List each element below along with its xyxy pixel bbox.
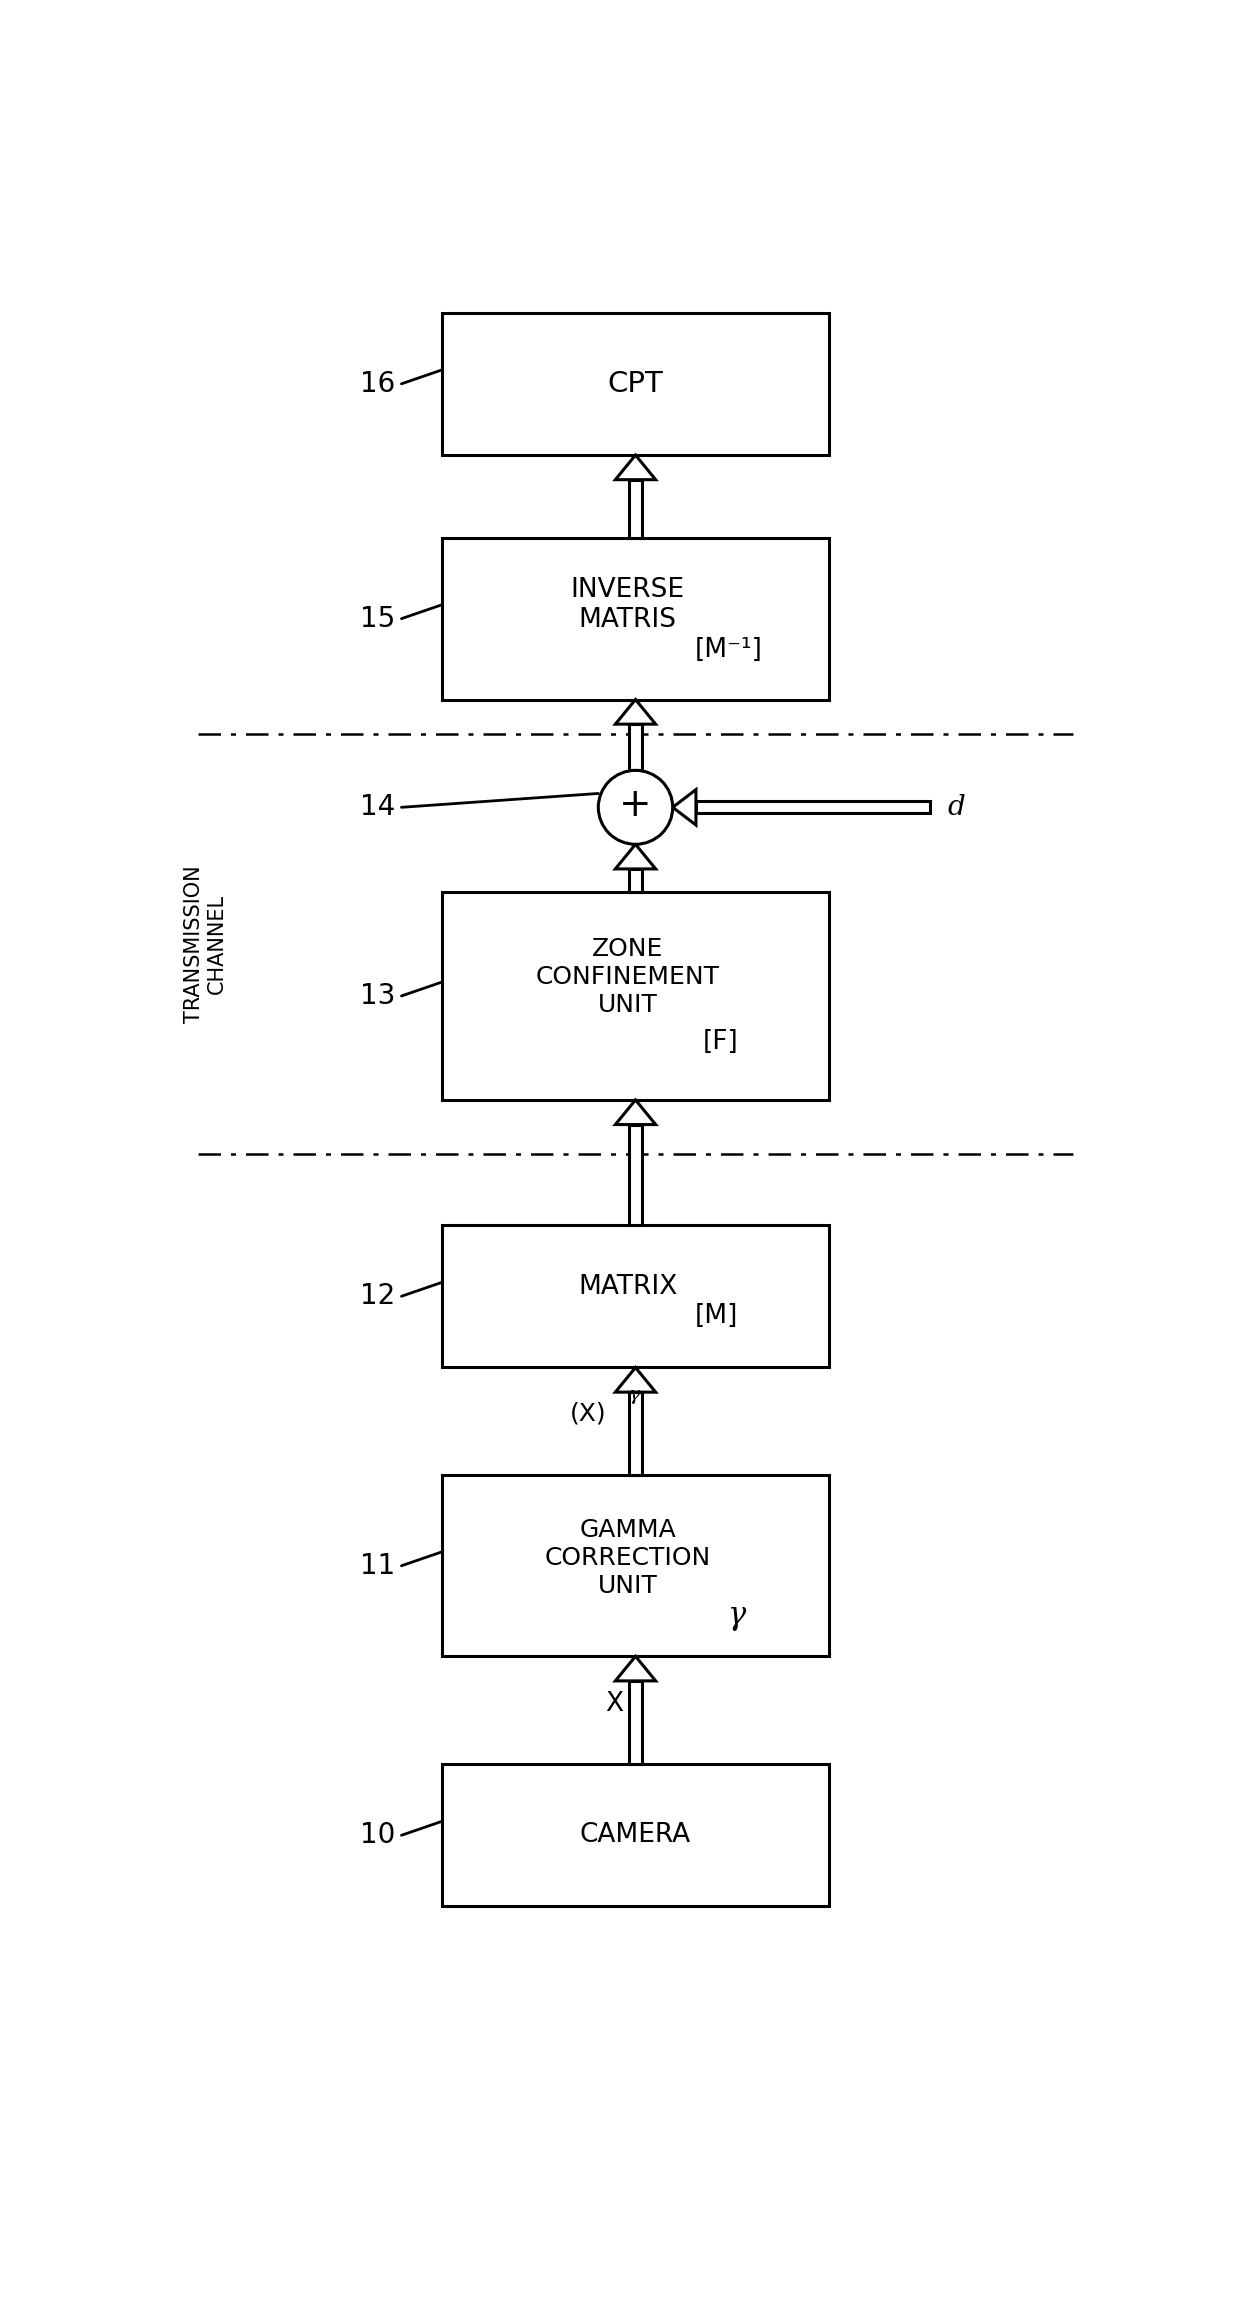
Text: γ: γ — [627, 1385, 640, 1404]
Text: 10: 10 — [360, 1820, 396, 1850]
Text: X: X — [605, 1691, 622, 1716]
Bar — [629, 724, 642, 770]
Text: 16: 16 — [360, 370, 396, 398]
Text: 13: 13 — [360, 983, 396, 1011]
Text: [M⁻¹]: [M⁻¹] — [694, 636, 763, 662]
Text: 12: 12 — [360, 1281, 396, 1309]
Bar — [629, 1682, 642, 1765]
Text: d: d — [947, 793, 965, 821]
Bar — [441, 1476, 830, 1656]
Polygon shape — [672, 789, 696, 826]
Text: INVERSE
MATRIS: INVERSE MATRIS — [570, 576, 684, 634]
Text: +: + — [619, 786, 652, 823]
Bar — [441, 1765, 830, 1906]
Bar — [441, 1226, 830, 1367]
Bar — [629, 479, 642, 539]
Text: (X): (X) — [569, 1402, 606, 1425]
Bar — [441, 539, 830, 699]
Bar — [696, 800, 930, 814]
Text: GAMMA
CORRECTION
UNIT: GAMMA CORRECTION UNIT — [544, 1517, 711, 1598]
Text: TRANSMISSION
CHANNEL: TRANSMISSION CHANNEL — [184, 865, 227, 1022]
Polygon shape — [615, 699, 656, 724]
Bar — [629, 870, 642, 893]
Text: [F]: [F] — [703, 1029, 739, 1055]
Bar — [441, 893, 830, 1101]
Polygon shape — [615, 1367, 656, 1392]
Circle shape — [598, 770, 672, 844]
Text: 14: 14 — [360, 793, 396, 821]
Polygon shape — [615, 456, 656, 479]
Text: CPT: CPT — [608, 370, 663, 398]
Polygon shape — [615, 844, 656, 870]
Polygon shape — [615, 1101, 656, 1124]
Text: γ: γ — [727, 1601, 745, 1631]
Text: 15: 15 — [360, 604, 396, 634]
Bar — [441, 312, 830, 456]
Bar — [629, 1124, 642, 1226]
Text: MATRIX: MATRIX — [578, 1274, 677, 1300]
Text: [M]: [M] — [696, 1302, 739, 1328]
Text: ZONE
CONFINEMENT
UNIT: ZONE CONFINEMENT UNIT — [536, 937, 719, 1015]
Text: CAMERA: CAMERA — [580, 1823, 691, 1848]
Polygon shape — [615, 1656, 656, 1682]
Bar — [629, 1392, 642, 1476]
Text: 11: 11 — [360, 1552, 396, 1580]
